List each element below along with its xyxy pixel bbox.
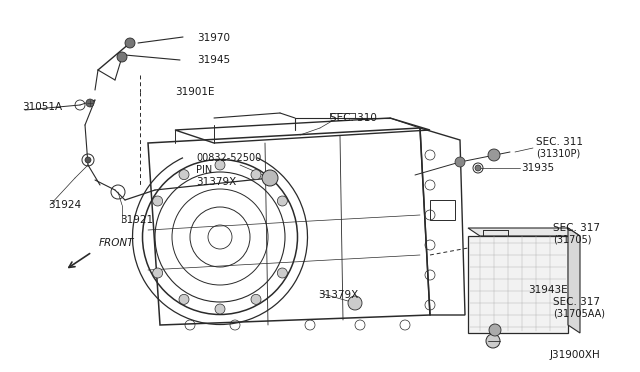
Circle shape: [475, 165, 481, 171]
Polygon shape: [568, 228, 580, 333]
Circle shape: [262, 170, 278, 186]
Circle shape: [277, 268, 287, 278]
Bar: [430, 200, 455, 220]
Text: (31310P): (31310P): [536, 149, 580, 159]
Text: 31924: 31924: [48, 200, 81, 210]
Text: SEC. 311: SEC. 311: [536, 137, 583, 147]
Text: J31900XH: J31900XH: [550, 350, 601, 360]
Circle shape: [215, 304, 225, 314]
Text: 31921: 31921: [120, 215, 153, 225]
Bar: [468, 236, 568, 333]
Circle shape: [179, 170, 189, 180]
Circle shape: [488, 149, 500, 161]
Text: 31945: 31945: [197, 55, 230, 65]
Circle shape: [179, 294, 189, 304]
Text: FRONT: FRONT: [99, 238, 134, 248]
Circle shape: [348, 296, 362, 310]
Text: 31051A: 31051A: [22, 102, 62, 112]
Text: SEC. 317: SEC. 317: [553, 223, 600, 233]
Text: 31379X: 31379X: [318, 290, 358, 300]
Text: (31705): (31705): [553, 235, 591, 245]
Polygon shape: [468, 228, 580, 236]
Text: 31943E: 31943E: [528, 285, 568, 295]
Circle shape: [486, 334, 500, 348]
Text: (31705AA): (31705AA): [553, 309, 605, 319]
Text: SEC. 310: SEC. 310: [330, 113, 377, 123]
Text: SEC. 317: SEC. 317: [553, 297, 600, 307]
Text: 31935: 31935: [521, 163, 554, 173]
Circle shape: [251, 170, 261, 180]
Circle shape: [153, 268, 163, 278]
Text: 31901E: 31901E: [175, 87, 214, 97]
Text: 00832-52500: 00832-52500: [196, 153, 261, 163]
Text: 31970: 31970: [197, 33, 230, 43]
Text: 31379X: 31379X: [196, 177, 236, 187]
Circle shape: [455, 157, 465, 167]
Circle shape: [277, 196, 287, 206]
Circle shape: [117, 52, 127, 62]
Circle shape: [251, 294, 261, 304]
Circle shape: [153, 196, 163, 206]
Text: PIN: PIN: [196, 165, 212, 175]
Circle shape: [489, 324, 501, 336]
Circle shape: [125, 38, 135, 48]
Circle shape: [86, 99, 94, 107]
Circle shape: [85, 157, 91, 163]
Circle shape: [215, 160, 225, 170]
